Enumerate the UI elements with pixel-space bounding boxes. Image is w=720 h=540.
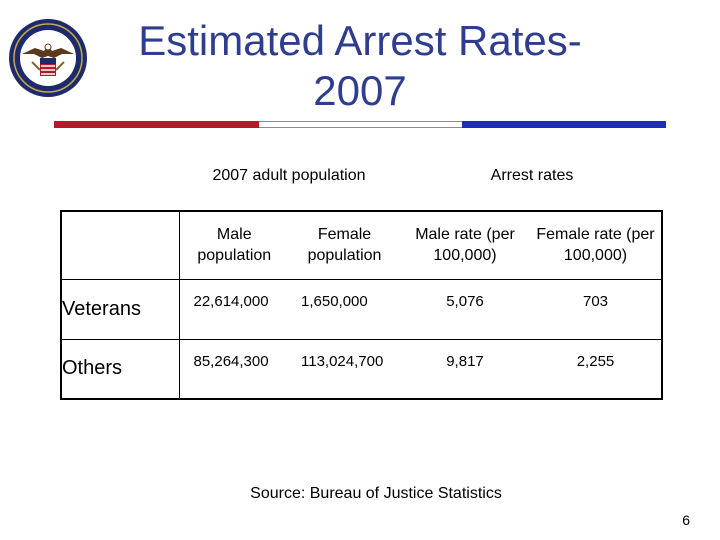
va-seal-logo (8, 18, 88, 98)
group-header-population: 2007 adult population (178, 167, 400, 185)
group-header-arrest-rates: Arrest rates (400, 167, 664, 185)
source-note: Source: Bureau of Justice Statistics (0, 485, 720, 503)
cell-veterans-male-population: 22,614,000 (179, 279, 289, 339)
cell-others-male-population: 85,264,300 (179, 339, 289, 399)
cell-others-male-rate: 9,817 (400, 339, 530, 399)
column-header-male-population: Male population (179, 211, 289, 279)
row-label-veterans: Veterans (61, 279, 179, 339)
cell-others-female-population: 113,024,700 (289, 339, 400, 399)
column-header-female-rate: Female rate (per 100,000) (530, 211, 662, 279)
table-row: Veterans 22,614,000 1,650,000 5,076 703 (61, 279, 662, 339)
column-header-empty (61, 211, 179, 279)
title-rule-white (259, 121, 462, 128)
page-number: 6 (682, 512, 690, 528)
cell-others-female-rate: 2,255 (530, 339, 662, 399)
row-label-others: Others (61, 339, 179, 399)
arrest-rates-table: Male population Female population Male r… (60, 210, 663, 400)
slide-title: Estimated Arrest Rates-2007 (100, 16, 620, 116)
cell-veterans-male-rate: 5,076 (400, 279, 530, 339)
column-header-female-population: Female population (289, 211, 400, 279)
va-seal-icon (8, 18, 88, 98)
cell-veterans-female-rate: 703 (530, 279, 662, 339)
title-rule-red (54, 121, 259, 128)
table-header-row: Male population Female population Male r… (61, 211, 662, 279)
cell-veterans-female-population: 1,650,000 (289, 279, 400, 339)
title-rule-blue (462, 121, 666, 128)
column-header-male-rate: Male rate (per 100,000) (400, 211, 530, 279)
table-row: Others 85,264,300 113,024,700 9,817 2,25… (61, 339, 662, 399)
